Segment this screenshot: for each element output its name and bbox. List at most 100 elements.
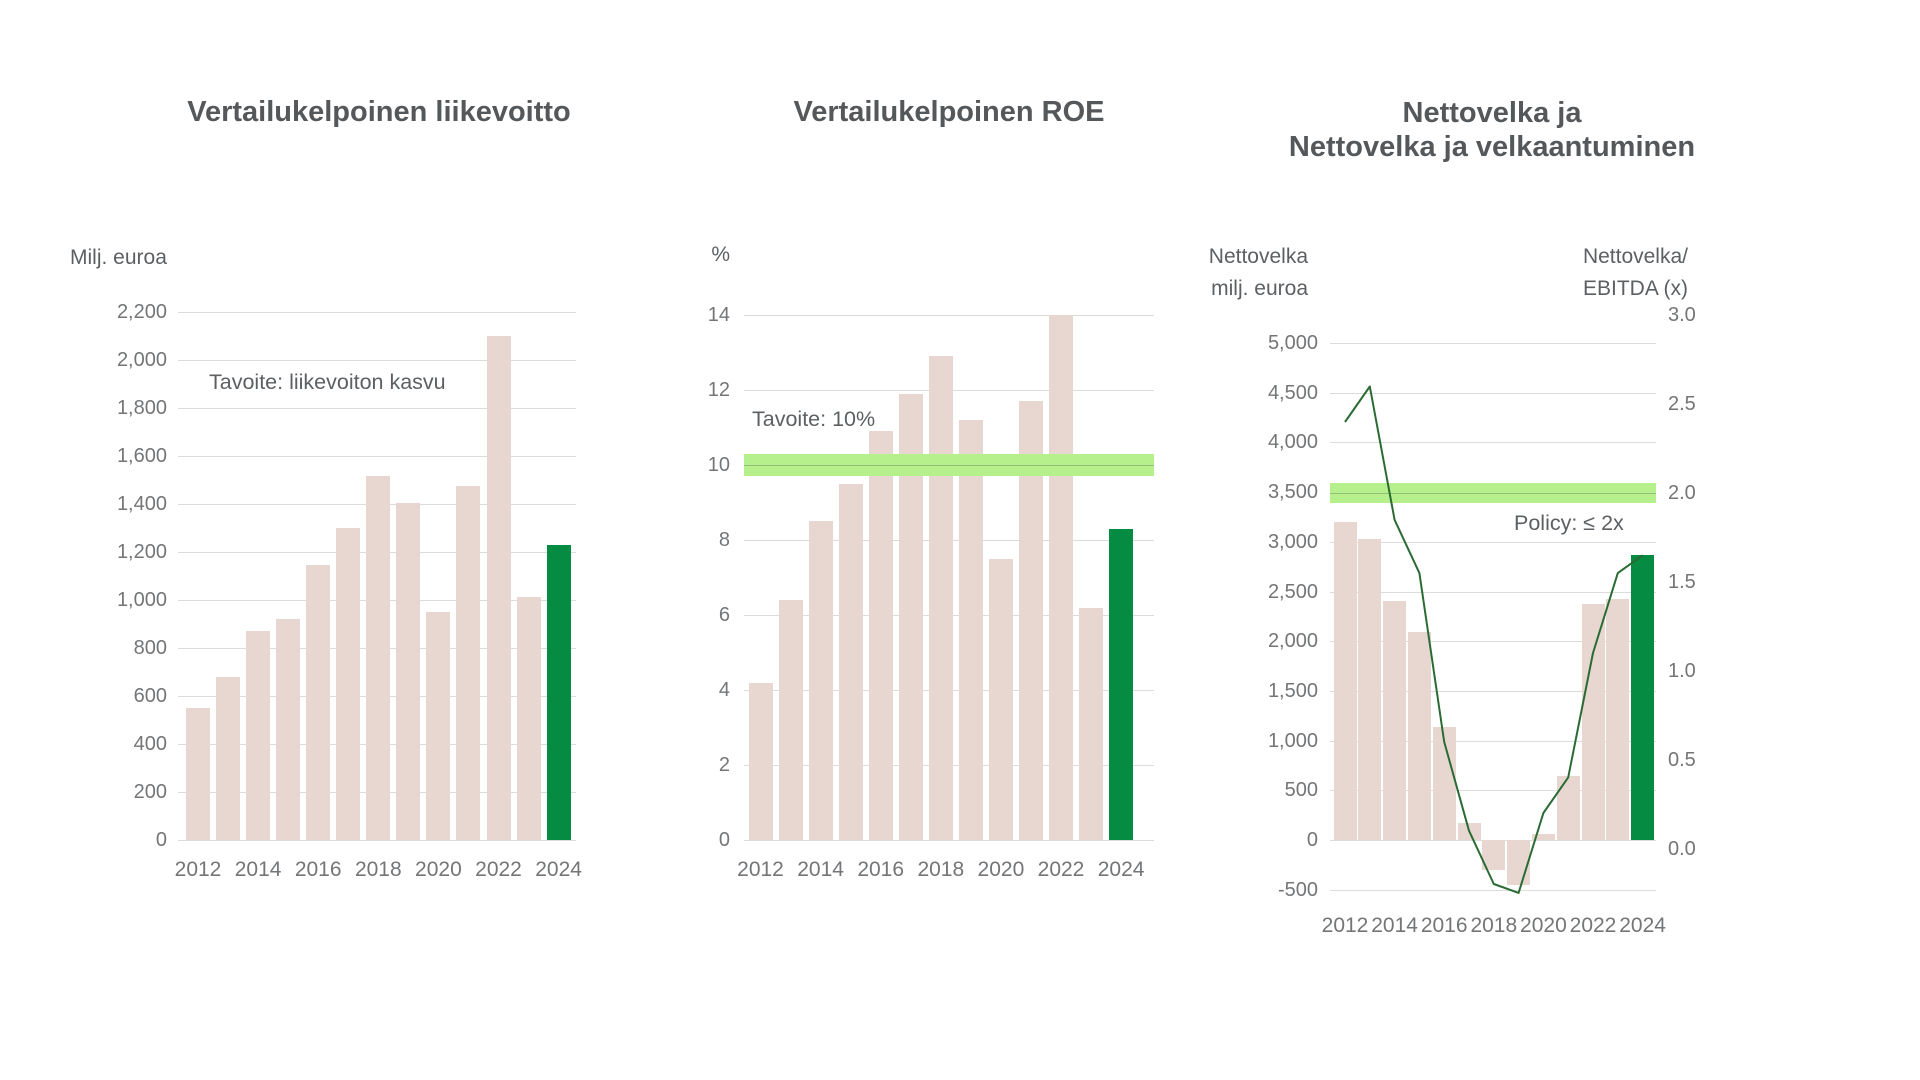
bar [186, 707, 210, 840]
y-tick-label: -500 [1277, 878, 1318, 901]
gridline [1330, 442, 1656, 444]
bar [1432, 726, 1456, 840]
target-band-midline [1330, 493, 1656, 495]
bar [456, 485, 481, 840]
y-tick-label: 1,000 [116, 588, 167, 611]
gridline [178, 840, 576, 841]
y-tick-label: 1,600 [116, 444, 167, 467]
y-tick-label: 400 [133, 732, 167, 755]
target-band-midline [744, 465, 1154, 466]
right-y-tick-label: 1.0 [1668, 659, 1696, 682]
y-tick-label: 14 [707, 304, 730, 326]
x-tick-label: 2020 [1520, 914, 1567, 937]
gridline [1330, 889, 1656, 891]
x-tick-label: 2024 [1097, 858, 1145, 881]
gridline [1330, 591, 1656, 593]
x-tick-label: 2016 [294, 858, 342, 881]
y-tick-label: 4,000 [1267, 431, 1318, 454]
chart3-policy-annotation: Policy: ≤ 2x [1514, 511, 1624, 535]
y-tick-label: 10 [707, 454, 730, 476]
y-tick-label: 4 [718, 679, 730, 701]
right-y-tick-label: 0.5 [1668, 748, 1696, 771]
bar [1531, 834, 1555, 840]
bar [1333, 521, 1357, 840]
x-tick-label: 2020 [977, 858, 1025, 881]
bar [246, 631, 271, 840]
chart1-target-annotation: Tavoite: liikevoiton kasvu [209, 370, 446, 394]
bar [1606, 598, 1630, 840]
x-tick-label: 2020 [415, 858, 462, 881]
gridline [178, 359, 576, 361]
bar [808, 521, 833, 841]
target-band [744, 454, 1154, 476]
x-tick-label: 2024 [1619, 914, 1666, 937]
chart2-title: Vertailukelpoinen ROE [793, 96, 1105, 128]
bar [426, 611, 451, 840]
x-tick-label: 2024 [535, 858, 582, 881]
y-tick-label: 500 [1284, 779, 1318, 802]
bar [1407, 632, 1431, 840]
y-tick-label: 3,500 [1267, 481, 1318, 504]
right-y-tick-label: 2.5 [1668, 393, 1696, 416]
bar [306, 564, 331, 840]
y-tick-label: 1,800 [116, 396, 167, 419]
bar [838, 483, 863, 841]
gridline [1330, 541, 1656, 543]
gridline [1330, 690, 1656, 692]
bar [1079, 607, 1103, 840]
bar [366, 476, 391, 840]
x-tick-label: 2022 [1037, 858, 1085, 881]
gridline [178, 455, 576, 457]
bar [1556, 776, 1580, 840]
bar [1383, 601, 1407, 840]
bar [276, 619, 301, 840]
x-tick-label: 2012 [1321, 914, 1369, 937]
chart3-title: Nettovelka ja Nettovelka ja velkaantumin… [1289, 96, 1695, 164]
chart3-right-axis-label: Nettovelka/ EBITDA (x) [1538, 241, 1688, 305]
x-tick-label: 2018 [354, 858, 402, 881]
bar [546, 544, 571, 840]
x-tick-label: 2018 [1470, 914, 1518, 937]
right-y-tick-label: 0.0 [1668, 837, 1696, 860]
bar [1049, 315, 1073, 840]
y-tick-label: 1,400 [116, 492, 167, 515]
y-tick-label: 6 [718, 604, 730, 626]
y-tick-label: 5,000 [1267, 332, 1318, 354]
bar [958, 420, 983, 840]
gridline [744, 840, 1154, 841]
y-tick-label: 12 [707, 379, 730, 401]
y-tick-label: 600 [133, 684, 167, 707]
bar [336, 527, 361, 840]
gridline [1330, 790, 1656, 792]
x-tick-label: 2016 [857, 858, 905, 881]
gridline [1330, 343, 1656, 344]
chart3-right-axis-label-line1: Nettovelka/ [1582, 245, 1688, 268]
y-tick-label: 1,200 [116, 540, 167, 563]
chart2-target-annotation: Tavoite: 10% [752, 407, 876, 431]
bar [988, 558, 1013, 841]
y-tick-label: 200 [133, 781, 167, 803]
x-tick-label: 2012 [174, 858, 222, 881]
bar [516, 597, 541, 840]
bar [1109, 528, 1134, 841]
bar [1482, 840, 1506, 870]
gridline [1330, 740, 1656, 742]
x-tick-label: 2018 [917, 858, 965, 881]
x-tick-label: 2012 [737, 858, 784, 881]
bar [1631, 554, 1655, 840]
bar [748, 682, 773, 840]
x-tick-label: 2014 [1371, 914, 1418, 937]
x-tick-label: 2022 [475, 858, 522, 881]
gridline [1330, 392, 1656, 394]
y-tick-label: 2,500 [1267, 580, 1318, 603]
x-tick-label: 2022 [1569, 914, 1617, 937]
bar [868, 431, 893, 841]
chart3-left-axis-label: Nettovelka milj. euroa [1158, 241, 1308, 305]
y-tick-label: 2,000 [1267, 630, 1318, 653]
y-tick-label: 1,500 [1267, 679, 1318, 702]
y-tick-label: 4,500 [1267, 381, 1318, 404]
y-tick-label: 0 [718, 829, 730, 851]
y-tick-label: 2,000 [116, 348, 167, 371]
y-tick-label: 2 [718, 754, 730, 776]
